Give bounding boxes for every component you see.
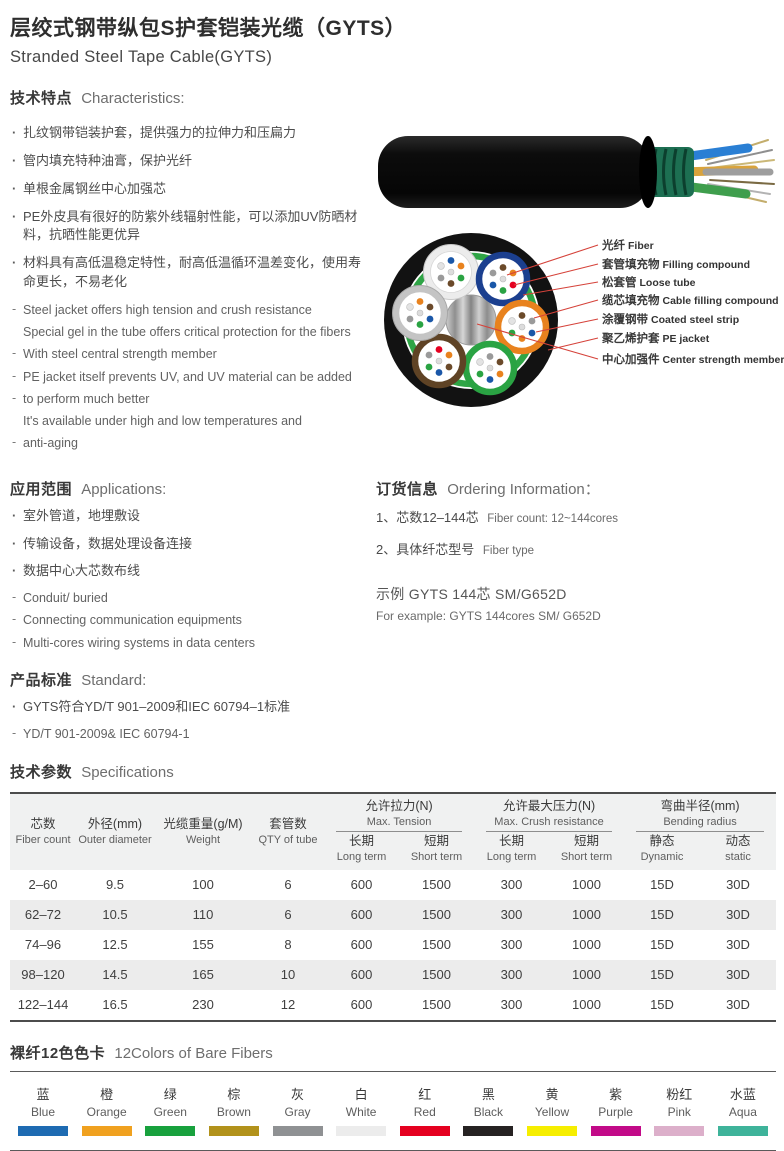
color-item-red: 红 Red — [396, 1084, 454, 1136]
characteristics-list: 扎纹钢带铠装护套，提供强力的拉伸力和压扁力 管内填充特种油膏，保护光纤 单根金属… — [10, 122, 368, 458]
cable-cross-section-diagram: 光纤 Fiber 套管填充物 Filling compound 松套管 Loose t… — [376, 228, 784, 412]
leader-lines — [476, 244, 599, 360]
color-swatch — [81, 1125, 132, 1136]
color-swatch — [463, 1125, 514, 1136]
color-swatch — [208, 1125, 259, 1136]
group-header-crush-resistance: 允许最大压力(N) Max. Crush resistance — [474, 793, 624, 832]
standard-item-en: YD/T 901-2009& IEC 60794-1 — [10, 725, 776, 743]
table-row: 62–72 10.5 110 6 600 1500 300 1000 15D 30D — [10, 899, 777, 930]
ordering-example: 示例 GYTS 144芯 SM/G652D For example: GYTS … — [376, 585, 601, 623]
col-header-qty-of-tube: 套管数 QTY of tube — [258, 816, 318, 846]
color-item-orange: 橙 Orange — [78, 1084, 136, 1136]
color-swatch — [590, 1125, 641, 1136]
color-item-pink: 粉红 Pink — [650, 1084, 708, 1136]
characteristic-item-zh: 单根金属钢丝中心加强芯 — [10, 180, 368, 199]
specifications-heading: 技术参数 Specifications — [10, 764, 174, 782]
page-subtitle: Stranded Steel Tape Cable(GYTS) — [10, 48, 273, 66]
application-item-zh: 数据中心大芯数布线 — [10, 562, 368, 581]
color-item-gray: 灰 Gray — [269, 1084, 327, 1136]
color-swatch — [654, 1125, 705, 1136]
diagram-labels: 光纤 Fiber 套管填充物 Filling compound 松套管 Loose t… — [602, 228, 784, 412]
color-swatch — [272, 1125, 323, 1136]
applications-heading: 应用范围 Applications: — [10, 480, 167, 498]
cable-photo-image — [376, 122, 776, 222]
color-swatch — [527, 1125, 577, 1136]
color-item-yellow: 黄 Yellow — [523, 1084, 581, 1136]
characteristic-item-en: PE jacket itself prevents UV, and UV mat… — [10, 368, 368, 386]
cable-graphics-column: 光纤 Fiber 套管填充物 Filling compound 松套管 Loose t… — [376, 122, 784, 458]
application-item-zh: 室外管道，地埋敷设 — [10, 507, 368, 526]
ordering-item: 2、具体纤芯型号 Fiber type — [376, 541, 534, 557]
characteristic-item-zh: 材料具有高低温稳定特性，耐高低温循环温差变化，使用寿命更长，不易老化 — [10, 254, 368, 292]
characteristic-item-en: Steel jacket offers high tension and cru… — [10, 301, 368, 319]
color-item-blue: 蓝 Blue — [14, 1084, 72, 1136]
characteristics-heading: 技术特点 Characteristics: — [10, 87, 776, 108]
col-header-fiber-count: 芯数 Fiber count — [15, 816, 71, 846]
color-item-white: 白 White — [332, 1084, 390, 1136]
sub-header-short-term: 短期 Short term — [560, 833, 613, 863]
application-item-en: Multi-cores wiring systems in data cente… — [10, 634, 368, 652]
standard-section: 产品标准 Standard: GYTS符合YD/T 901–2009和IEC 6… — [10, 669, 776, 743]
ordering-heading: 订货信息 Ordering Information： — [376, 480, 600, 498]
characteristic-item-en: With steel central strength member — [10, 345, 368, 363]
color-card: 蓝 Blue 橙 Orange 绿 Green 棕 Brown 灰 Gray 白 White… — [10, 1072, 776, 1150]
characteristic-item-zh: 管内填充特种油膏，保护光纤 — [10, 152, 368, 171]
table-row: 98–120 14.5 165 10 600 1500 300 1000 15D 30D — [10, 959, 777, 990]
color-card-heading: 裸纤12色色卡 12Colors of Bare Fibers — [10, 1044, 273, 1062]
characteristic-item-en: It's available under high and low temper… — [23, 414, 302, 429]
diagram-label-coated-steel-strip: 涂覆钢带 Coated steel strip — [602, 314, 740, 326]
color-item-black: 黑 Black — [459, 1084, 517, 1136]
group-header-bending-radius: 弯曲半径(mm) Bending radius — [624, 793, 776, 832]
diagram-label-cable-filling: 缆芯填充物 Cable filling compound — [602, 295, 779, 307]
characteristic-item-en: Special gel in the tube offers critical … — [23, 325, 351, 340]
sub-header-static: 动态 static — [725, 833, 751, 863]
color-swatch — [717, 1125, 768, 1136]
ordering-section: 订货信息 Ordering Information： 1、芯数12–144芯 F… — [376, 478, 776, 657]
standard-heading: 产品标准 Standard: — [10, 671, 147, 689]
specifications-table: 芯数 Fiber count 外径(mm) Outer diameter 光缆重量(… — [10, 792, 777, 1022]
application-item-en: Conduit/ buried — [10, 589, 368, 607]
sub-header-dynamic: 静态 Dynamic — [640, 833, 684, 863]
characteristic-item-en: anti-aging — [10, 434, 368, 452]
sub-header-long-term: 长期 Long term — [486, 833, 537, 863]
table-row: 74–96 12.5 155 8 600 1500 300 1000 15D 30D — [24, 937, 750, 953]
color-swatch — [336, 1125, 387, 1136]
color-item-aqua: 水蓝 Aqua — [714, 1084, 772, 1136]
ordering-item: 1、芯数12–144芯 Fiber count: 12~144cores — [376, 509, 618, 525]
color-item-purple: 紫 Purple — [587, 1084, 645, 1136]
diagram-label-filling-compound: 套管填充物 Filling compound — [602, 259, 750, 271]
color-swatch — [399, 1125, 450, 1136]
characteristic-item-zh: 扎纹钢带铠装护套，提供强力的拉伸力和压扁力 — [10, 124, 368, 143]
diagram-label-center-strength-member: 中心加强件 Center strength member — [602, 354, 784, 366]
table-row: 2–60 9.5 100 6 600 1500 300 1000 15D 30D — [28, 877, 750, 893]
characteristics-heading-en: Characteristics: — [81, 90, 185, 107]
col-header-outer-diameter: 外径(mm) Outer diameter — [78, 816, 152, 846]
page-title: 层绞式钢带纵包S护套铠装光缆（GYTS） — [10, 17, 407, 40]
col-header-weight: 光缆重量(g/M) Weight — [163, 816, 243, 846]
characteristic-item-zh: PE外皮具有很好的防紫外线辐射性能，可以添加UV防晒材料，抗晒性能更优异 — [10, 208, 368, 246]
characteristic-item-en: to perform much better — [10, 390, 368, 408]
application-item-en: Connecting communication equipments — [10, 611, 368, 629]
color-swatch — [18, 1125, 68, 1136]
application-item-zh: 传输设备，数据处理设备连接 — [10, 535, 368, 554]
color-item-brown: 棕 Brown — [205, 1084, 263, 1136]
color-swatch — [145, 1125, 196, 1136]
cross-section-drawing — [384, 233, 599, 407]
diagram-label-pe-jacket: 聚乙烯护套 PE jacket — [602, 333, 710, 345]
sub-header-short-term: 短期 Short term — [410, 833, 463, 863]
diagram-label-loose-tube: 松套管 Loose tube — [602, 277, 696, 289]
sub-header-long-term: 长期 Long term — [336, 833, 387, 863]
applications-section: 应用范围 Applications: 室外管道，地埋敷设 传输设备，数据处理设备… — [10, 478, 368, 657]
table-row: 122–144 16.5 230 12 600 1500 300 1000 15D 30D — [17, 997, 750, 1013]
group-header-max-tension: 允许拉力(N) Max. Tension — [324, 793, 474, 832]
color-item-green: 绿 Green — [141, 1084, 199, 1136]
diagram-label-fiber: 光纤 Fiber — [602, 240, 654, 252]
standard-item-zh: GYTS符合YD/T 901–2009和IEC 60794–1标准 — [10, 698, 776, 717]
characteristics-heading-zh: 技术特点 — [10, 90, 73, 107]
